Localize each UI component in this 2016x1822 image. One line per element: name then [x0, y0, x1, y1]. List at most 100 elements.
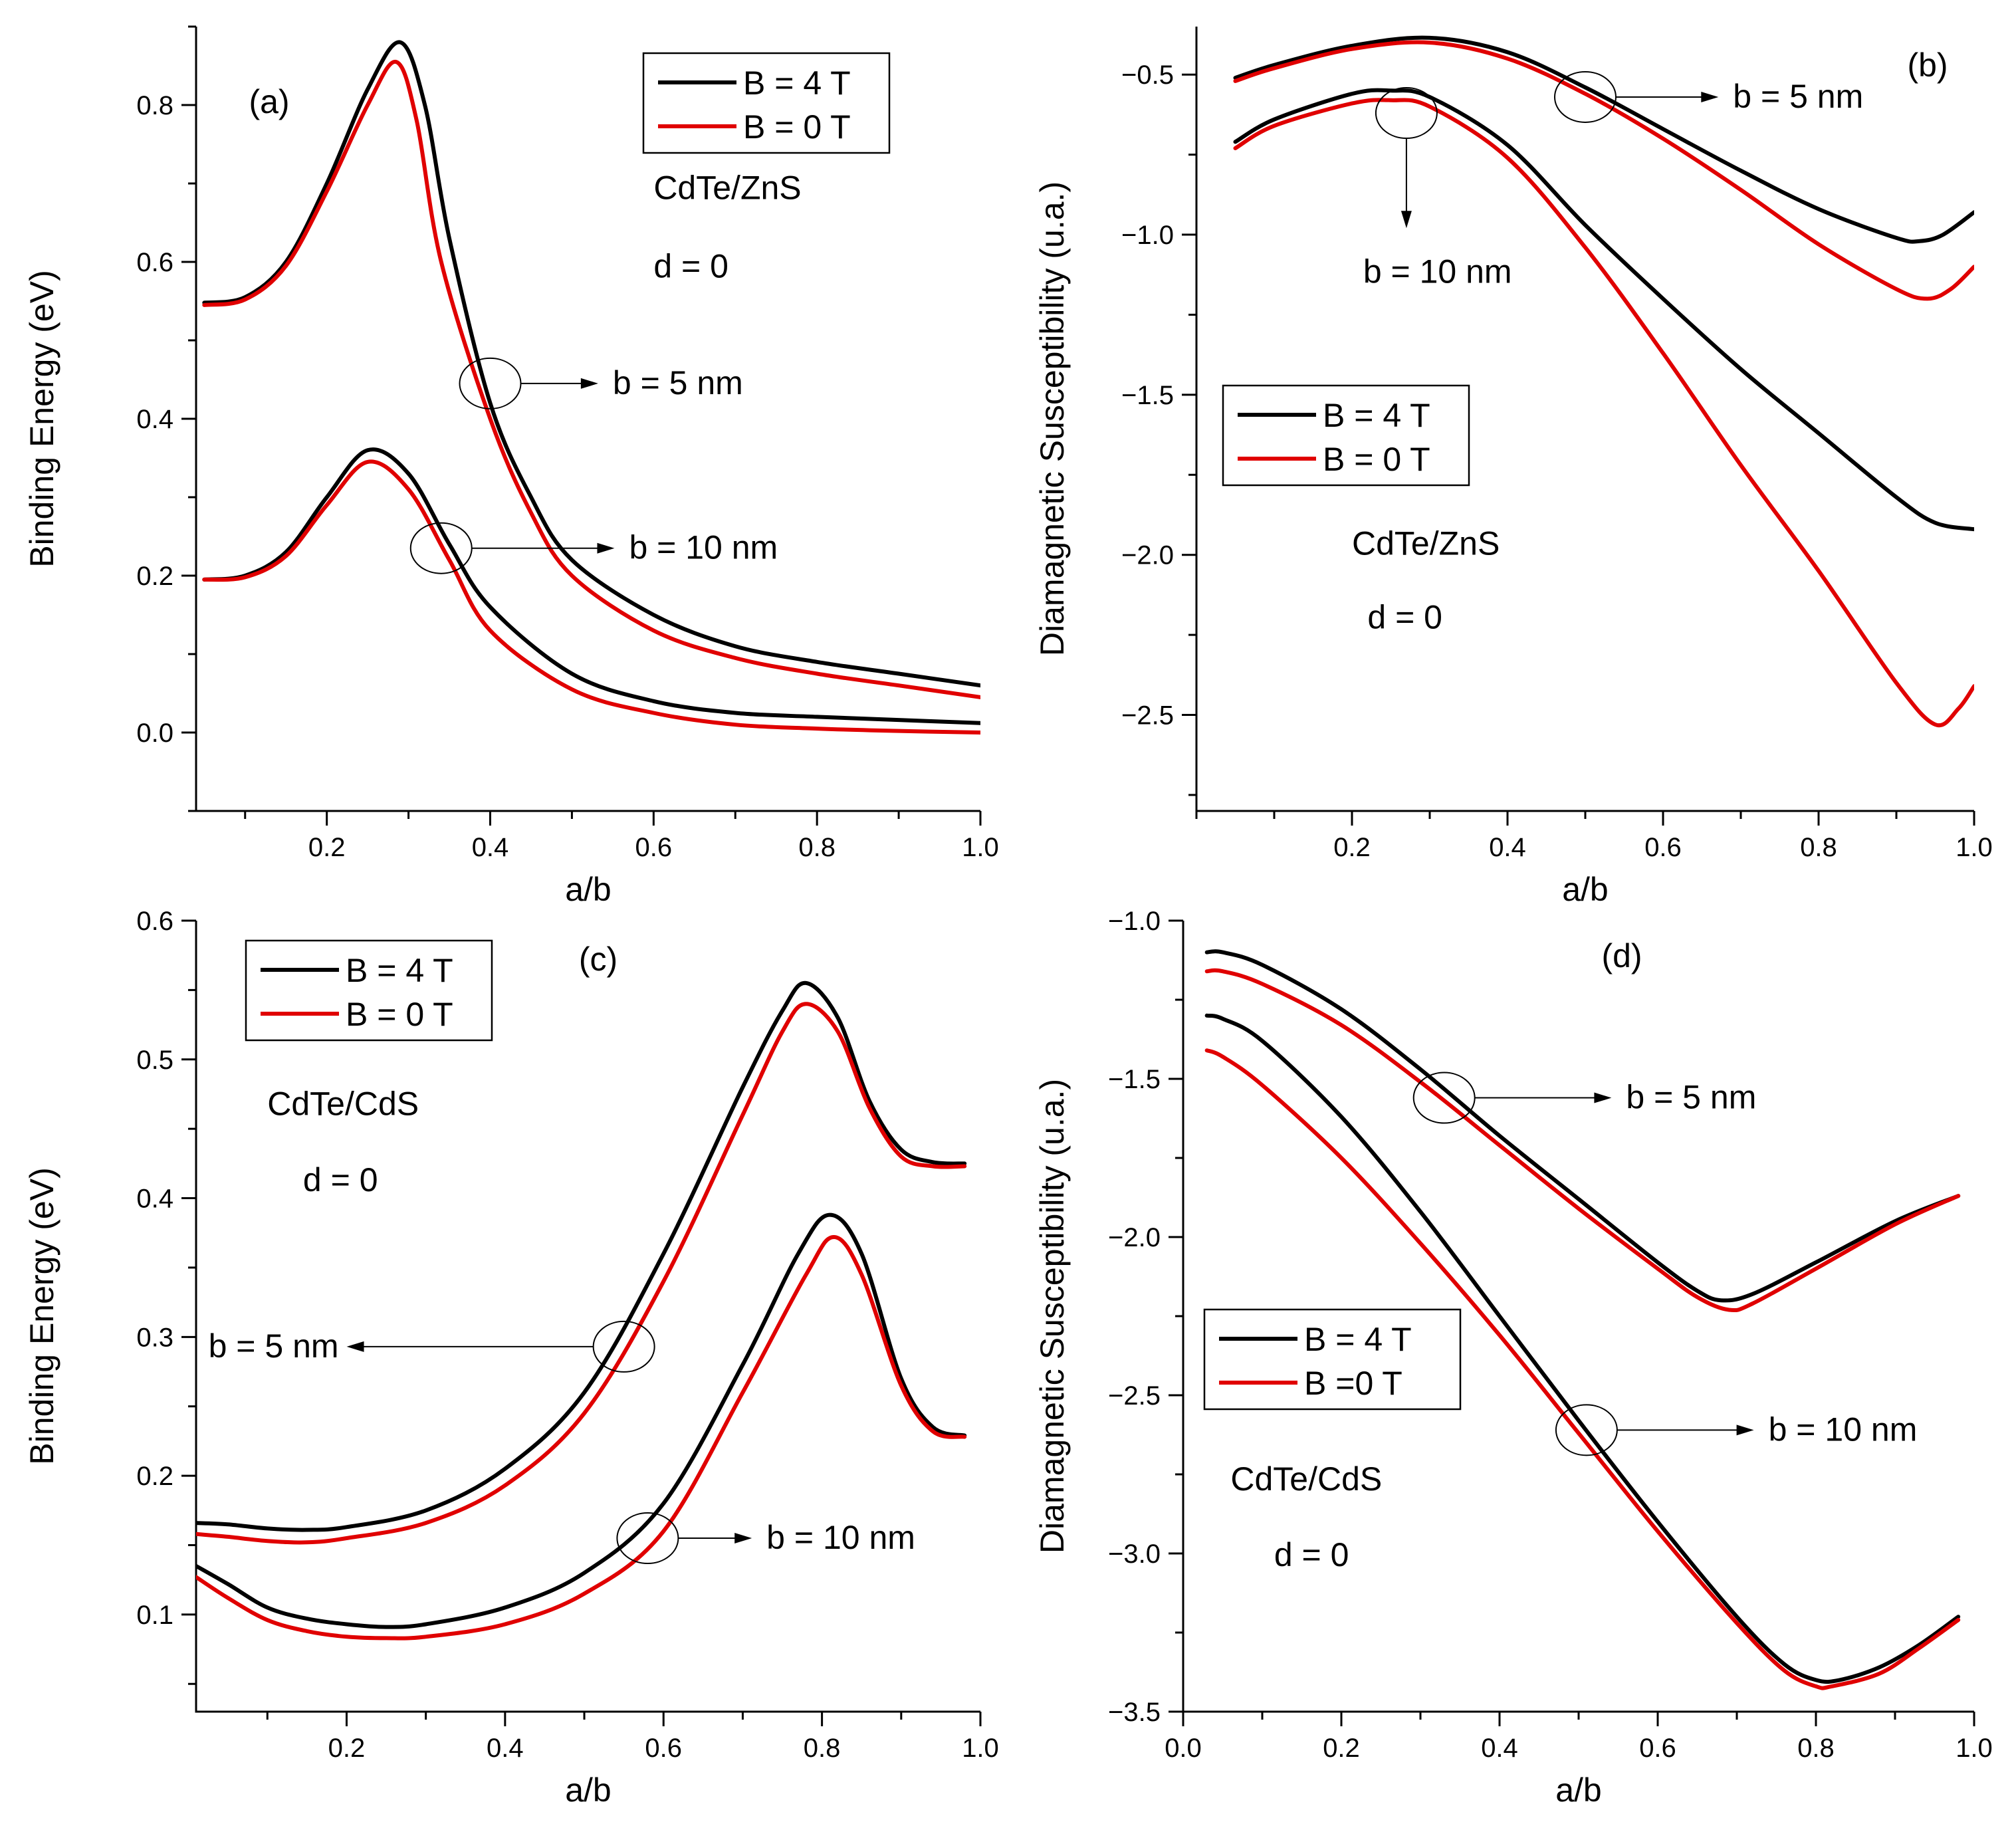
x-tick-label: 1.0	[962, 833, 999, 862]
y-tick-label: 0.5	[136, 1046, 173, 1075]
x-axis-label: a/b	[1562, 871, 1609, 908]
marker-arrowhead	[1594, 1092, 1612, 1103]
marker-label: b = 5 nm	[1733, 78, 1863, 115]
y-tick-label: 0.3	[136, 1323, 173, 1352]
x-tick-label: 1.0	[1956, 1734, 1993, 1763]
x-tick-label: 0.2	[1333, 833, 1371, 862]
series-line-b-4t-2	[1233, 88, 1974, 532]
y-tick-label: 0.4	[136, 405, 173, 434]
y-tick-label: −1.5	[1121, 381, 1174, 410]
y-tick-label: 0.0	[136, 719, 173, 748]
marker-arrowhead	[1736, 1424, 1754, 1436]
series-line-b-0t-3	[1204, 1048, 1961, 1690]
legend-label: B = 4 T	[1304, 1321, 1412, 1358]
y-tick-label: −1.0	[1108, 907, 1161, 936]
x-tick-label: 0.6	[1639, 1734, 1676, 1763]
x-tick-label: 0.6	[1644, 833, 1682, 862]
marker-arrowhead	[597, 542, 615, 554]
y-tick-label: 0.1	[136, 1601, 173, 1630]
y-tick-label: −2.5	[1108, 1381, 1161, 1411]
x-tick-label: 0.4	[1481, 1734, 1518, 1763]
legend: B = 4 T B = 0 T	[642, 52, 891, 154]
x-tick-label: 0.8	[1797, 1734, 1835, 1763]
x-tick-label: 0.6	[645, 1734, 682, 1763]
y-tick-label: −1.5	[1108, 1065, 1161, 1094]
x-tick-label: 0.8	[1800, 833, 1837, 862]
series-line-b-4t-0	[1233, 35, 1974, 244]
series-line-b-0t-3	[1233, 98, 1974, 728]
marker-label: b = 10 nm	[1769, 1411, 1918, 1448]
annotation-text: CdTe/ZnS	[1352, 525, 1500, 562]
chart-panel-b: 0.2 0.4 0.6 0.8 1.0 −2.5 −2.0 −1.5 −1.0 −0.5 a/b Di…	[1034, 27, 1993, 908]
series-line-b-4t-2	[196, 1212, 967, 1629]
marker-label: b = 10 nm	[629, 529, 778, 566]
legend: B = 4 T B = 0 T	[245, 939, 493, 1042]
series-group	[196, 980, 967, 1641]
legend: B = 4 T B =0 T	[1203, 1308, 1462, 1411]
series-group	[1204, 949, 1961, 1690]
x-axis-label: a/b	[1555, 1771, 1602, 1809]
x-tick-label: 0.4	[487, 1734, 524, 1763]
panel-label: (d)	[1601, 937, 1642, 974]
panel-label: (a)	[249, 83, 289, 120]
marker-arrowhead	[346, 1341, 364, 1352]
legend-box	[1222, 384, 1470, 487]
x-tick-label: 0.4	[1489, 833, 1526, 862]
x-axis-label: a/b	[565, 1771, 612, 1809]
marker-arrowhead	[1701, 91, 1719, 102]
axis-lines	[195, 921, 980, 1713]
x-tick-label: 0.4	[472, 833, 509, 862]
x-axis-label: a/b	[565, 871, 612, 908]
legend-label: B = 4 T	[1323, 397, 1430, 434]
x-tick-label: 0.0	[1165, 1734, 1202, 1763]
y-tick-label: −2.5	[1121, 701, 1174, 731]
series-line-b-4t-0	[1204, 949, 1961, 1303]
y-tick-label: −2.0	[1108, 1223, 1161, 1252]
annotation-text: d = 0	[1274, 1536, 1349, 1573]
y-tick-label: −3.5	[1108, 1698, 1161, 1727]
legend: B = 4 T B = 0 T	[1222, 384, 1470, 487]
chart-panel-c: 0.2 0.4 0.6 0.8 1.0 0.1 0.2 0.3 0.4 0.5 0.6 a/b Bind…	[23, 907, 999, 1809]
x-tick-label: 1.0	[962, 1734, 999, 1763]
y-axis-label: Binding Energy (eV)	[23, 1167, 60, 1464]
annotation-text: CdTe/CdS	[267, 1085, 419, 1122]
y-tick-label: 0.4	[136, 1185, 173, 1214]
panel-label: (c)	[579, 941, 617, 978]
x-tick-label: 0.2	[328, 1734, 366, 1763]
legend-box	[245, 939, 493, 1042]
legend-label: B = 4 T	[346, 952, 453, 989]
y-axis-label: Diamagnetic Susceptibility (u.a.)	[1034, 1079, 1071, 1553]
chart-panel-d: 0.0 0.2 0.4 0.6 0.8 1.0 −3.5 −3.0 −2.5 −2.0 −1.5 −1…	[1034, 907, 1993, 1809]
y-tick-label: 0.2	[136, 1462, 173, 1491]
series-group	[202, 40, 980, 735]
series-group	[1233, 35, 1974, 728]
legend-label: B = 0 T	[346, 996, 453, 1033]
legend-label: B = 0 T	[1323, 441, 1430, 478]
y-tick-label: 0.8	[136, 91, 173, 120]
series-line-b-0t-1	[1204, 968, 1961, 1313]
marker-arrowhead	[580, 378, 598, 389]
series-line-b-0t-1	[1233, 40, 1974, 301]
series-line-b-4t-0	[196, 980, 967, 1532]
legend-box	[1203, 1308, 1462, 1411]
annotation-text: CdTe/ZnS	[653, 170, 801, 207]
y-axis-label: Diamagnetic Susceptibility (u.a.)	[1034, 181, 1071, 656]
x-tick-label: 0.8	[804, 1734, 841, 1763]
x-tick-label: 0.2	[1323, 1734, 1360, 1763]
legend-label: B = 0 T	[743, 108, 851, 146]
series-line-b-0t-1	[196, 1002, 967, 1545]
legend-label: B =0 T	[1304, 1365, 1402, 1402]
marker-label: b = 5 nm	[613, 364, 743, 401]
panel-label: (b)	[1907, 47, 1948, 84]
x-tick-label: 0.8	[798, 833, 836, 862]
annotation-text: d = 0	[1367, 598, 1442, 635]
y-tick-label: −0.5	[1121, 60, 1174, 90]
series-line-b-4t-0	[202, 40, 980, 688]
marker-arrowhead	[1400, 211, 1412, 229]
x-tick-label: 0.6	[635, 833, 673, 862]
series-line-b-0t-1	[202, 60, 980, 699]
y-tick-label: 0.6	[136, 248, 173, 277]
x-tick-label: 0.2	[308, 833, 346, 862]
